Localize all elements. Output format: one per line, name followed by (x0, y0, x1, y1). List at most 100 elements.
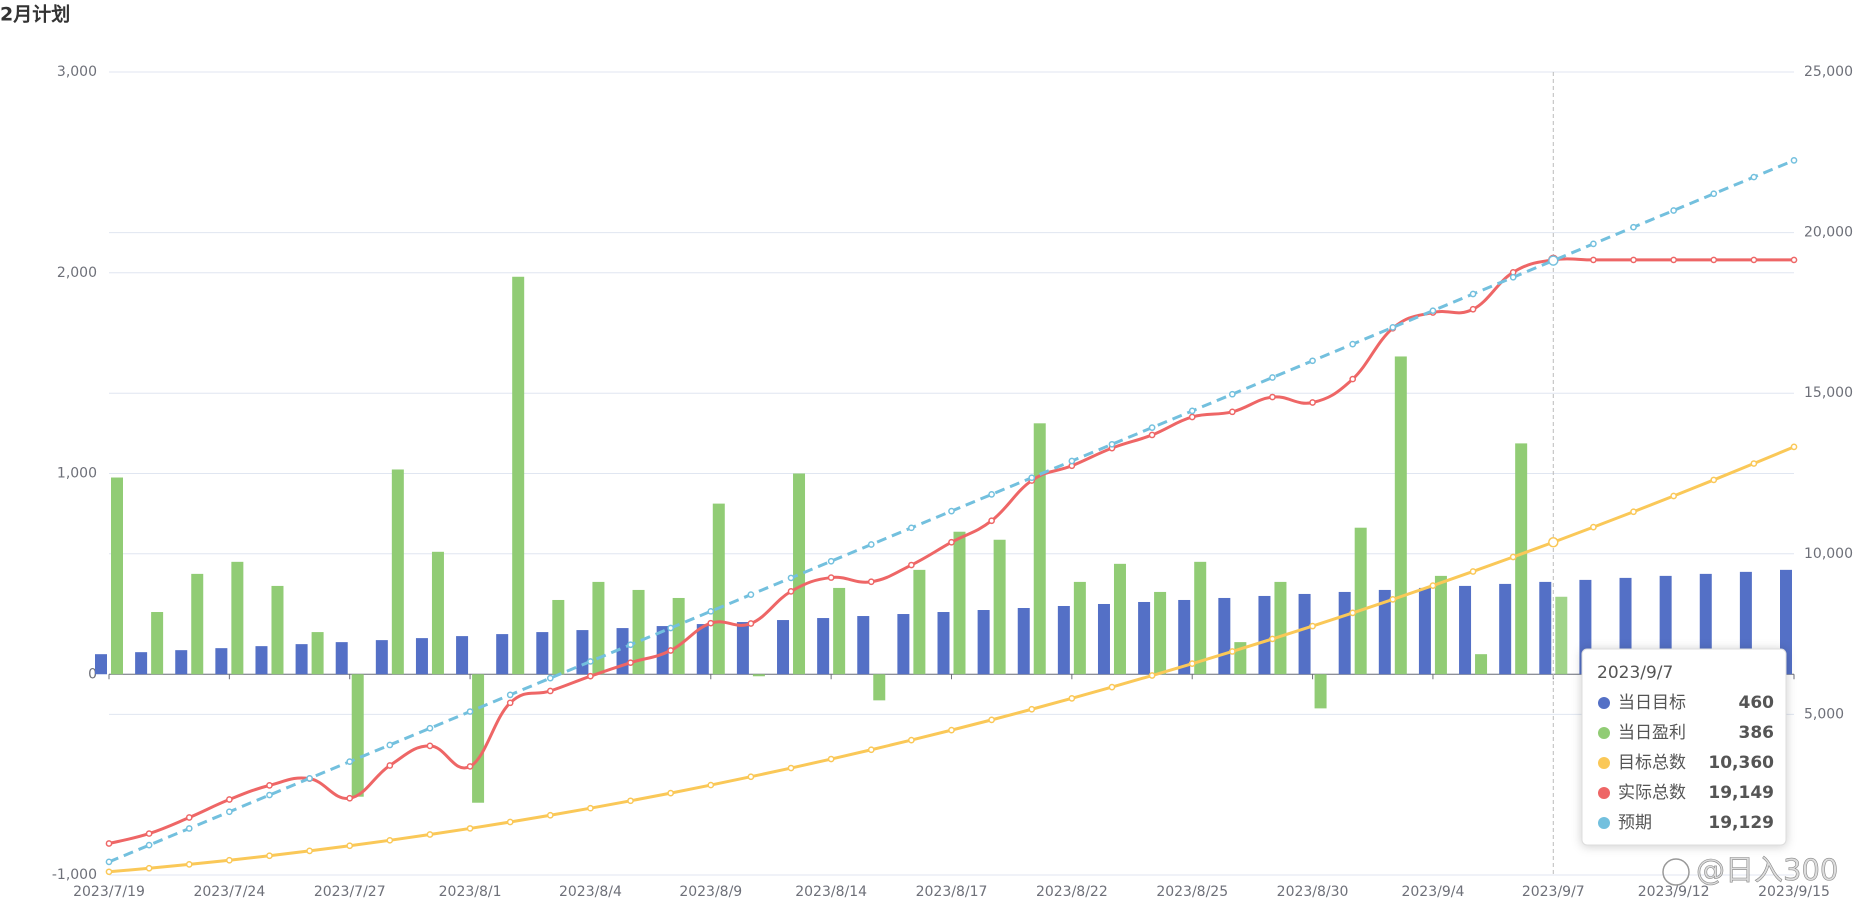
tooltip-dot (1598, 757, 1610, 769)
line-marker (1148, 431, 1156, 439)
line-marker (627, 641, 634, 649)
line-marker (827, 557, 835, 565)
tooltip-value: 19,129 (1708, 813, 1774, 833)
bar (1539, 581, 1552, 675)
line-marker (506, 691, 514, 699)
watermark: @日入300 (1696, 853, 1838, 887)
tooltip-name: 实际总数 (1618, 783, 1686, 803)
line-marker (105, 868, 113, 876)
bar (1113, 563, 1126, 675)
bar (456, 636, 469, 675)
line-marker (1750, 256, 1758, 264)
x-tick-label: 2023/8/9 (679, 884, 742, 900)
watermark-logo (1662, 858, 1690, 886)
bar (873, 674, 886, 701)
line-marker (1469, 305, 1477, 313)
line-marker (587, 672, 594, 680)
line-marker (226, 808, 233, 816)
line-marker (1750, 460, 1758, 467)
bar (1057, 605, 1070, 675)
bar (696, 624, 709, 675)
line-marker (707, 607, 715, 615)
x-tick-label: 2023/8/17 (916, 884, 988, 900)
bar (672, 597, 685, 675)
bar (1434, 575, 1447, 675)
line-marker (1429, 582, 1437, 589)
y2-tick-label: 5,000 (1804, 706, 1844, 722)
bar (1338, 591, 1351, 675)
line-marker (787, 588, 795, 595)
line-marker (466, 825, 474, 832)
bar (857, 616, 870, 675)
line-marker (1670, 256, 1677, 264)
line-marker (1309, 399, 1316, 406)
line-marker (1188, 660, 1196, 668)
bar (135, 652, 148, 675)
y2-tick-label: 10,000 (1804, 546, 1853, 562)
bar (1515, 443, 1528, 675)
line-marker (1590, 256, 1597, 264)
bar (95, 654, 107, 675)
line-marker (306, 847, 313, 855)
line-marker (988, 716, 995, 724)
line-marker (587, 804, 594, 812)
line-marker (908, 561, 915, 569)
line-marker (1670, 207, 1677, 214)
line-marker (988, 517, 995, 525)
x-tick-label: 2023/9/12 (1638, 884, 1710, 900)
x-tick-label: 2023/8/1 (439, 884, 502, 900)
line-marker (1710, 190, 1718, 198)
bar (977, 610, 990, 675)
bar (993, 539, 1006, 675)
line-marker (747, 620, 755, 627)
line-marker (787, 764, 795, 772)
line-marker (988, 491, 995, 498)
bar (1354, 527, 1367, 675)
line-marker (1469, 290, 1477, 298)
line-marker (787, 574, 795, 582)
bar (1017, 608, 1030, 675)
bar (215, 648, 228, 675)
line-marker (1790, 256, 1798, 264)
bar (431, 551, 444, 675)
line-marker (667, 789, 675, 797)
line-marker (1750, 173, 1758, 181)
tooltip-name: 预期 (1618, 813, 1652, 833)
line-marker (386, 741, 394, 749)
x-tick-label: 2023/8/30 (1277, 884, 1349, 900)
bar (472, 674, 485, 803)
bar (592, 581, 605, 675)
line-marker (667, 647, 675, 654)
line-marker (266, 782, 273, 789)
line-marker (707, 781, 715, 789)
line-marker (226, 796, 233, 803)
line-marker (145, 830, 153, 837)
line-marker (1790, 443, 1798, 451)
bar (175, 650, 188, 675)
bar (1073, 581, 1086, 675)
bar (311, 632, 324, 675)
line-marker (1630, 508, 1637, 516)
line-marker (1710, 256, 1718, 264)
bar (231, 561, 244, 675)
line-marker (1148, 424, 1156, 431)
bar (1475, 654, 1488, 675)
tooltip-value: 10,360 (1708, 753, 1774, 773)
bar (1258, 595, 1271, 675)
bar (953, 531, 966, 675)
x-tick-label: 2023/8/14 (795, 884, 867, 900)
y-tick-label: 2,000 (57, 265, 97, 281)
line-marker (1349, 375, 1357, 383)
bar (1459, 585, 1472, 675)
bar (1178, 599, 1191, 675)
line-marker (1509, 553, 1517, 561)
line-marker (546, 674, 554, 682)
chart-title: 2月计划 (0, 3, 70, 26)
bar (817, 618, 830, 675)
line-marker (386, 762, 394, 769)
tooltip-dot (1598, 727, 1610, 739)
x-tick-label: 2023/7/24 (193, 884, 265, 900)
line-marker (185, 861, 193, 868)
line-marker (747, 773, 755, 781)
x-tick-label: 2023/8/25 (1156, 884, 1228, 900)
